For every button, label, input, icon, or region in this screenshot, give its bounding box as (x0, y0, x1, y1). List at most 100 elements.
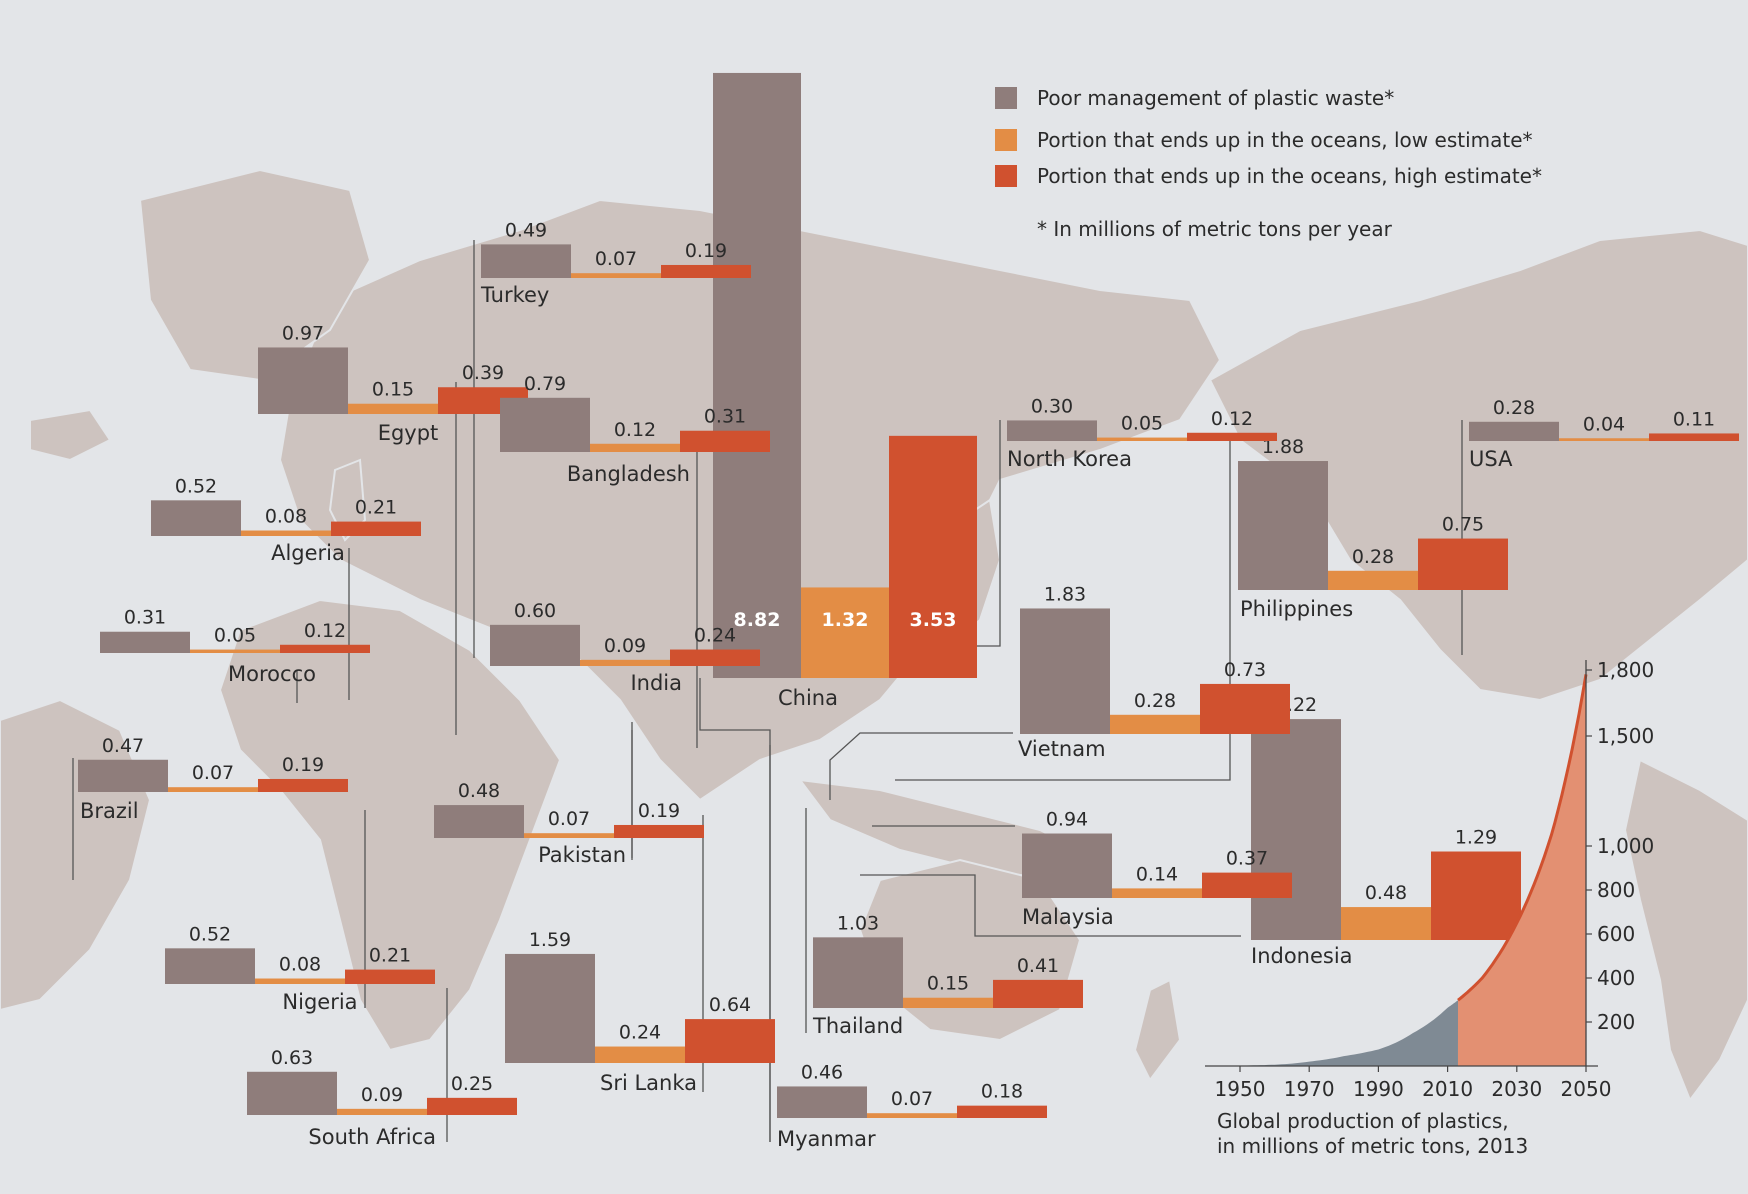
value-label-myanmar-ocean-low: 0.07 (891, 1088, 933, 1110)
value-label-usa-ocean-high: 0.11 (1673, 408, 1715, 430)
inset-y-tick-label: 600 (1597, 922, 1635, 946)
bar-sri-lanka-poor-management (505, 953, 595, 1063)
bar-group-south-africa: 0.63 0.09 0.25 South Africa (247, 1047, 517, 1149)
bar-group-brazil: 0.47 0.07 0.19 Brazil (78, 735, 348, 823)
value-label-nigeria-ocean-high: 0.21 (369, 945, 411, 967)
bar-philippines-poor-management (1238, 461, 1328, 590)
bar-pakistan-poor-management (434, 805, 524, 838)
bar-group-philippines: 1.88 0.28 0.75 Philippines (1238, 436, 1508, 621)
bar-morocco-ocean-high (280, 644, 370, 653)
value-label-bangladesh-ocean-low: 0.12 (614, 419, 656, 441)
bar-indonesia-poor-management (1251, 719, 1341, 940)
country-label-thailand: Thailand (812, 1014, 903, 1038)
value-label-bangladesh-poor-management: 0.79 (524, 373, 566, 395)
value-label-algeria-poor-management: 0.52 (175, 475, 217, 497)
bar-philippines-ocean-low (1328, 570, 1418, 590)
bar-north-korea-ocean-high (1187, 432, 1277, 441)
bar-pakistan-ocean-high (614, 824, 704, 838)
value-label-pakistan-poor-management: 0.48 (458, 780, 500, 802)
bar-china-ocean-low (801, 587, 889, 678)
bar-china-ocean-high (889, 435, 977, 678)
bar-algeria-poor-management (151, 500, 241, 536)
country-label-pakistan: Pakistan (538, 843, 626, 867)
bar-group-morocco: 0.31 0.05 0.12 Morocco (100, 607, 370, 686)
country-label-india: India (630, 671, 682, 695)
country-label-sri-lanka: Sri Lanka (600, 1071, 697, 1095)
value-label-indonesia-ocean-low: 0.48 (1365, 882, 1407, 904)
bar-group-thailand: 1.03 0.15 0.41 Thailand (812, 912, 1083, 1038)
bar-bangladesh-ocean-high (680, 430, 770, 452)
bar-malaysia-ocean-high (1202, 872, 1292, 898)
bar-usa-ocean-high (1649, 433, 1739, 441)
country-label-china: China (778, 686, 838, 710)
inset-caption-line-1: Global production of plastics, (1217, 1109, 1509, 1133)
inset-x-tick-label: 2030 (1491, 1077, 1542, 1101)
inset-y-tick-label: 1,800 (1597, 658, 1654, 682)
value-label-pakistan-ocean-high: 0.19 (638, 800, 680, 822)
bar-myanmar-ocean-high (957, 1105, 1047, 1118)
inset-x-tick-label: 1950 (1215, 1077, 1266, 1101)
bar-group-algeria: 0.52 0.08 0.21 Algeria (151, 475, 421, 565)
country-label-myanmar: Myanmar (777, 1127, 876, 1151)
value-label-myanmar-ocean-high: 0.18 (981, 1081, 1023, 1103)
value-label-south-africa-ocean-low: 0.09 (361, 1084, 403, 1106)
bar-nigeria-poor-management (165, 948, 255, 984)
value-label-algeria-ocean-low: 0.08 (265, 506, 307, 528)
bar-group-north-korea: 0.30 0.05 0.12 North Korea (1007, 395, 1277, 471)
country-label-brazil: Brazil (80, 799, 139, 823)
leader-line-philippines (895, 440, 1231, 781)
bar-group-pakistan: 0.48 0.07 0.19 Pakistan (434, 780, 704, 867)
value-label-philippines-ocean-high: 0.75 (1442, 514, 1484, 536)
bar-philippines-ocean-high (1418, 538, 1508, 590)
leader-line-vietnam (829, 732, 1013, 800)
value-label-north-korea-ocean-low: 0.05 (1121, 413, 1163, 435)
value-label-vietnam-poor-management: 1.83 (1044, 583, 1086, 605)
inset-y-tick-label: 800 (1597, 878, 1635, 902)
country-label-egypt: Egypt (378, 421, 439, 445)
bar-usa-poor-management (1469, 421, 1559, 441)
bar-algeria-ocean-low (241, 530, 331, 536)
bar-egypt-poor-management (258, 347, 348, 414)
landmass-iceland (29, 408, 112, 462)
value-label-india-ocean-low: 0.09 (604, 635, 646, 657)
value-label-north-korea-ocean-high: 0.12 (1211, 408, 1253, 430)
value-label-thailand-poor-management: 1.03 (837, 912, 879, 934)
value-label-philippines-ocean-low: 0.28 (1352, 546, 1394, 568)
bar-group-malaysia: 0.94 0.14 0.37 Malaysia (1022, 809, 1292, 929)
value-label-malaysia-poor-management: 0.94 (1046, 809, 1088, 831)
plastics-production-inset: 1950 1970 1990 2010 2030 2050 200 400 600 800 1,00… (1205, 658, 1654, 1158)
value-label-turkey-poor-management: 0.49 (505, 219, 547, 241)
inset-x-tick-label: 2010 (1422, 1077, 1473, 1101)
bar-india-poor-management (490, 624, 580, 666)
inset-projection-line (1457, 674, 1588, 1002)
bar-group-bangladesh: 0.79 0.12 0.31 Bangladesh (500, 373, 770, 486)
bar-brazil-ocean-high (258, 778, 348, 792)
bar-bangladesh-poor-management (500, 397, 590, 452)
bar-china-poor-management (713, 72, 801, 678)
value-label-algeria-ocean-high: 0.21 (355, 497, 397, 519)
country-label-turkey: Turkey (480, 283, 549, 307)
value-label-sri-lanka-poor-management: 1.59 (529, 929, 571, 951)
value-label-sri-lanka-ocean-high: 0.64 (709, 994, 751, 1016)
bar-vietnam-ocean-high (1200, 683, 1290, 734)
bar-nigeria-ocean-high (345, 969, 435, 984)
country-label-usa: USA (1469, 447, 1513, 471)
value-label-pakistan-ocean-low: 0.07 (548, 808, 590, 830)
bar-brazil-ocean-low (168, 787, 258, 792)
value-label-thailand-ocean-low: 0.15 (927, 973, 969, 995)
bar-egypt-ocean-low (348, 403, 438, 414)
value-label-morocco-ocean-low: 0.05 (214, 625, 256, 647)
bar-group-turkey: 0.49 0.07 0.19 Turkey (480, 219, 751, 307)
bar-north-korea-poor-management (1007, 420, 1097, 441)
inset-y-tick-label: 1,000 (1597, 834, 1654, 858)
bar-brazil-poor-management (78, 759, 168, 792)
leader-line-indonesia (860, 874, 1241, 937)
bar-group-china: 8.82 1.32 3.53 China (713, 72, 977, 710)
inset-y-tick-label: 1,500 (1597, 724, 1654, 748)
country-label-philippines: Philippines (1240, 597, 1353, 621)
country-label-morocco: Morocco (228, 662, 316, 686)
bar-indonesia-ocean-high (1431, 851, 1521, 940)
value-label-brazil-ocean-high: 0.19 (282, 754, 324, 776)
